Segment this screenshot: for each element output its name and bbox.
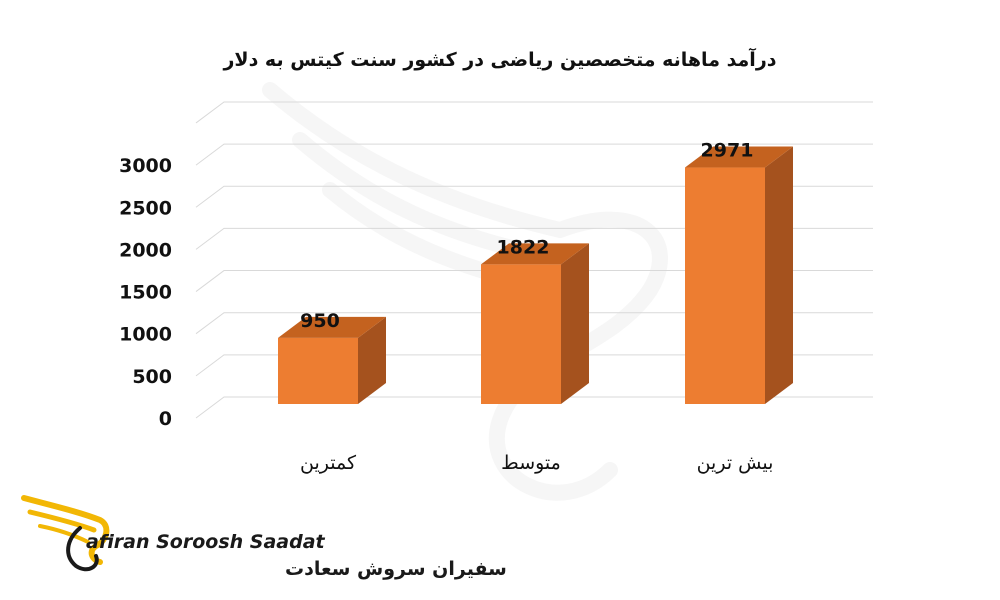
y-tick-label: 500 [132, 366, 172, 388]
chart-title: درآمد ماهانه متخصصین ریاضی در کشور سنت ک… [222, 47, 776, 71]
gridline [195, 143, 873, 166]
category-label: بیش ترین [697, 452, 774, 474]
y-axis-ticks: 0 500 1000 1500 2000 2500 3000 [119, 155, 172, 430]
brand-name-persian: سفیران سروش سعادت [285, 558, 507, 580]
gridline [195, 270, 873, 292]
watermark-phoenix [262, 82, 668, 501]
data-label: 2971 [701, 140, 754, 162]
gridline [195, 396, 873, 419]
bar-front [685, 167, 765, 404]
bar-top [278, 316, 386, 338]
bar-top [685, 146, 793, 168]
category-label: کمترین [300, 452, 357, 474]
data-label: 1822 [497, 236, 550, 258]
data-labels: 950 1822 2971 [300, 140, 753, 332]
bar-side [561, 243, 589, 404]
brand-name-english: afiran Soroosh Saadat [86, 531, 326, 553]
gridline [195, 185, 873, 208]
x-axis-categories: کمترین متوسط بیش ترین [300, 452, 773, 474]
bar-side [765, 146, 793, 405]
y-tick-label: 2500 [119, 197, 172, 219]
y-tick-label: 2000 [119, 239, 172, 261]
gridlines [195, 101, 873, 419]
bar-side [358, 316, 386, 404]
y-tick-label: 1500 [119, 282, 172, 304]
bars [278, 146, 793, 405]
category-label: متوسط [501, 452, 561, 474]
gridline [195, 312, 873, 335]
data-label: 950 [300, 310, 340, 332]
phoenix-logo-icon [21, 495, 110, 572]
bar-top [481, 243, 589, 265]
gridline [195, 227, 873, 250]
y-tick-label: 3000 [119, 155, 172, 177]
gridline [195, 354, 873, 377]
bar-front [278, 337, 358, 404]
y-tick-label: 0 [159, 408, 172, 430]
gridline [195, 101, 873, 124]
bar-front [481, 264, 561, 404]
y-tick-label: 1000 [119, 324, 172, 346]
